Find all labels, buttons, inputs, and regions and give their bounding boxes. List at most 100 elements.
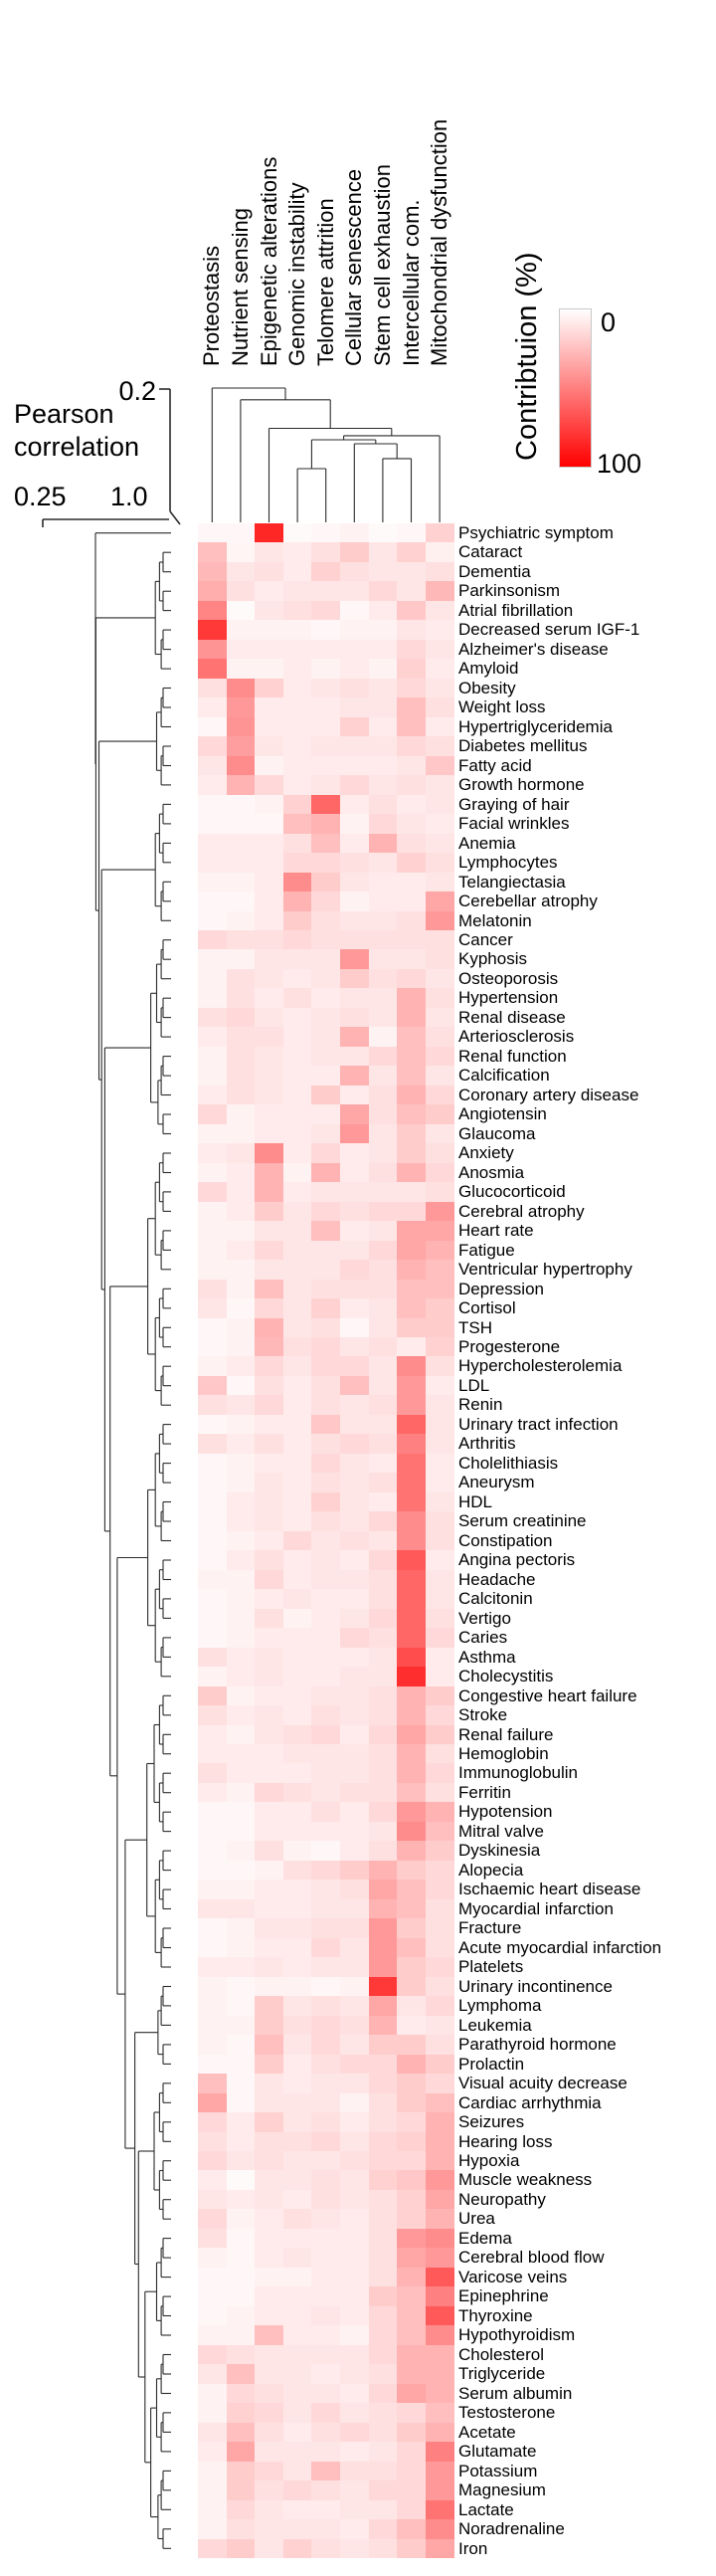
heatmap-cell (226, 2209, 256, 2230)
heatmap-cell (368, 1957, 398, 1978)
heatmap-cell (397, 1550, 427, 1571)
heatmap-cell (368, 1530, 398, 1551)
heatmap-cell (368, 1647, 398, 1668)
heatmap-cell (282, 833, 312, 854)
heatmap-cell (368, 542, 398, 563)
heatmap-cell (397, 2364, 427, 2385)
heatmap-cell (425, 2170, 454, 2191)
heatmap-cell (397, 2170, 427, 2191)
heatmap-cell (255, 1473, 284, 1493)
heatmap-cell (397, 1240, 427, 1261)
row-label: Parathyroid hormone (458, 2035, 617, 2055)
heatmap-cell (311, 2189, 341, 2210)
heatmap-cell (397, 1782, 427, 1803)
heatmap-cell (198, 1123, 227, 1144)
heatmap-cell (368, 833, 398, 854)
heatmap-cell (198, 1221, 227, 1241)
heatmap-cell (311, 1260, 341, 1280)
heatmap-cell (255, 1530, 284, 1551)
heatmap-cell (255, 2305, 284, 2326)
heatmap-cell (198, 2442, 227, 2462)
heatmap-cell (397, 949, 427, 970)
heatmap-cell (226, 542, 256, 563)
heatmap-cell (340, 988, 369, 1009)
heatmap-cell (368, 1918, 398, 1939)
heatmap-cell (397, 1143, 427, 1164)
heatmap-cell (226, 2538, 256, 2559)
heatmap-cell (368, 1860, 398, 1881)
heatmap-cell (397, 1996, 427, 2017)
heatmap-cell (198, 1414, 227, 1435)
heatmap-cell (255, 1782, 284, 1803)
heatmap-cell (311, 910, 341, 931)
heatmap-cell (397, 2189, 427, 2210)
row-label: Headache (458, 1569, 536, 1589)
heatmap-cell (340, 1782, 369, 1803)
heatmap-cell (198, 1162, 227, 1183)
heatmap-cell (282, 581, 312, 602)
heatmap-cell (198, 1647, 227, 1668)
heatmap-cell (340, 1123, 369, 1144)
heatmap-cell (425, 2131, 454, 2152)
heatmap-cell (311, 1608, 341, 1629)
heatmap-cell (255, 872, 284, 892)
heatmap-cell (198, 2344, 227, 2365)
heatmap-cell (425, 1705, 454, 1725)
heatmap-cell (282, 2035, 312, 2055)
heatmap-cell (397, 910, 427, 931)
heatmap-cell (397, 1356, 427, 1377)
heatmap-cell (282, 910, 312, 931)
heatmap-cell (198, 2538, 227, 2559)
heatmap-cell (311, 2092, 341, 2113)
row-label: Cerebral blood flow (458, 2248, 605, 2268)
heatmap-cell (282, 2403, 312, 2424)
heatmap-cell (425, 1724, 454, 1745)
heatmap-cell (340, 1976, 369, 1997)
heatmap-cell (198, 1027, 227, 1048)
heatmap-cell (425, 600, 454, 621)
heatmap-cell (368, 2442, 398, 2462)
heatmap-cell (397, 1182, 427, 1203)
heatmap-cell (311, 1201, 341, 1222)
heatmap-cell (368, 2499, 398, 2520)
heatmap-cell (368, 910, 398, 931)
heatmap-cell (282, 1123, 312, 1144)
row-label: Cholelithiasis (458, 1453, 559, 1473)
heatmap-cell (226, 1589, 256, 1610)
row-label: Progesterone (458, 1337, 561, 1356)
heatmap-cell (397, 639, 427, 660)
heatmap-cell (340, 1143, 369, 1164)
heatmap-cell (198, 1375, 227, 1396)
heatmap-cell (397, 1667, 427, 1686)
heatmap-cell (311, 2422, 341, 2443)
row-label: Telangiectasia (458, 872, 566, 892)
heatmap-cell (282, 1763, 312, 1784)
heatmap-cell (198, 2403, 227, 2424)
heatmap-cell (397, 1473, 427, 1493)
heatmap-cell (425, 678, 454, 698)
heatmap-cell (226, 1530, 256, 1551)
heatmap-cell (226, 1085, 256, 1105)
heatmap-cell (425, 1027, 454, 1048)
heatmap-cell (340, 2422, 369, 2443)
heatmap-cell (198, 1434, 227, 1455)
heatmap-cell (282, 639, 312, 660)
heatmap-cell (368, 794, 398, 815)
heatmap-cell (425, 1414, 454, 1435)
heatmap-cell (198, 2422, 227, 2443)
heatmap-cell (397, 1569, 427, 1590)
row-label: Testosterone (458, 2403, 556, 2423)
heatmap-cell (425, 1589, 454, 1610)
heatmap-cell (282, 716, 312, 737)
column-label: Cellular senescence (341, 168, 367, 366)
row-label: Serum albumin (458, 2383, 573, 2403)
heatmap-cell (255, 910, 284, 931)
heatmap-cell (425, 736, 454, 757)
heatmap-cell (226, 1317, 256, 1338)
row-label: LDL (458, 1375, 490, 1395)
heatmap-cell (226, 2074, 256, 2093)
heatmap-cell (311, 2519, 341, 2539)
heatmap-cell (340, 716, 369, 737)
heatmap-cell (311, 872, 341, 892)
heatmap-cell (255, 2422, 284, 2443)
